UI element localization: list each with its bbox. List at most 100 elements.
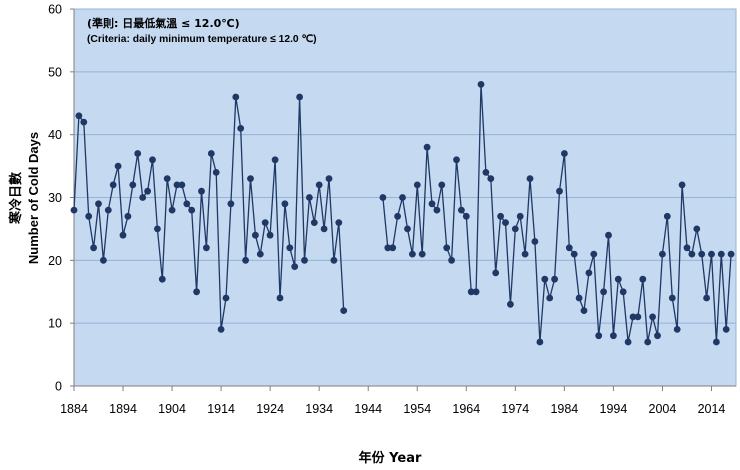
data-point xyxy=(708,250,715,258)
data-point xyxy=(423,143,431,151)
data-point xyxy=(168,206,176,214)
data-point xyxy=(399,194,406,201)
series-line xyxy=(73,96,345,331)
criteria-annotation-english: (Criteria: daily minimum temperature ≤ 1… xyxy=(87,34,317,45)
data-point xyxy=(301,256,308,264)
data-point xyxy=(158,275,166,283)
data-point xyxy=(462,212,470,220)
series-cold-days xyxy=(70,81,735,346)
data-point xyxy=(379,194,387,201)
y-tick-label: 20 xyxy=(48,254,62,268)
data-point xyxy=(629,313,637,321)
y-tick-label: 30 xyxy=(48,191,62,205)
data-point xyxy=(389,244,397,252)
data-point xyxy=(428,200,436,208)
data-point xyxy=(438,181,446,189)
data-point xyxy=(511,225,519,233)
x-tick-label: 1934 xyxy=(305,402,333,416)
data-point xyxy=(565,244,573,252)
data-point xyxy=(109,181,117,189)
data-point xyxy=(683,244,691,252)
data-point xyxy=(188,206,196,214)
x-tick-label: 1974 xyxy=(501,402,529,416)
data-point xyxy=(453,156,460,164)
x-tick-label: 2014 xyxy=(698,402,726,416)
y-axis-ticks: 0 10 20 30 40 50 60 xyxy=(48,3,74,394)
data-point xyxy=(85,212,93,220)
data-point xyxy=(139,194,147,201)
data-point xyxy=(340,307,348,314)
data-point xyxy=(614,275,622,283)
data-point xyxy=(271,156,279,164)
data-point xyxy=(100,256,107,264)
x-tick-label: 1954 xyxy=(403,402,431,416)
data-point xyxy=(668,294,676,302)
x-tick-label: 1894 xyxy=(109,402,137,416)
data-point xyxy=(296,93,303,101)
data-point xyxy=(281,200,289,208)
x-tick-label: 2004 xyxy=(649,402,677,416)
data-point xyxy=(502,219,509,227)
data-point xyxy=(551,275,558,283)
data-point xyxy=(663,212,671,220)
x-tick-label: 1884 xyxy=(60,402,88,416)
data-point xyxy=(507,300,514,308)
data-point xyxy=(536,338,544,346)
data-point xyxy=(124,212,132,220)
data-point xyxy=(114,162,122,170)
data-point xyxy=(242,256,250,264)
data-point xyxy=(418,250,426,258)
data-point xyxy=(467,288,475,296)
data-point xyxy=(70,206,78,214)
data-point xyxy=(154,225,161,233)
data-point xyxy=(634,313,642,321)
criteria-annotation-chinese: (準則: 日最低氣溫 ≤ 12.0℃) xyxy=(87,16,240,30)
data-point xyxy=(492,269,500,277)
data-point xyxy=(227,200,235,208)
data-point xyxy=(722,326,730,333)
data-point xyxy=(163,175,171,183)
x-tick-label: 1994 xyxy=(600,402,628,416)
data-point xyxy=(149,156,156,164)
data-point xyxy=(531,238,539,245)
data-point xyxy=(173,181,181,189)
data-point xyxy=(266,231,274,239)
data-point xyxy=(330,256,338,264)
data-point xyxy=(570,250,578,258)
data-point xyxy=(624,338,632,346)
data-point xyxy=(310,219,318,227)
data-point xyxy=(595,332,603,340)
data-point xyxy=(198,187,205,195)
y-axis-title-chinese: 寒冷日數 xyxy=(8,172,24,225)
data-point xyxy=(458,206,465,214)
data-point xyxy=(404,225,411,233)
data-point xyxy=(472,288,480,296)
data-point xyxy=(217,326,225,333)
data-point xyxy=(713,338,720,346)
data-point xyxy=(203,244,210,252)
data-point xyxy=(433,206,441,214)
data-point xyxy=(325,175,333,183)
data-point xyxy=(315,181,323,189)
data-point xyxy=(119,231,127,239)
y-tick-label: 0 xyxy=(55,380,62,394)
x-axis-title: 年份 Year xyxy=(359,450,422,466)
data-point xyxy=(104,206,112,214)
data-point xyxy=(75,112,83,120)
data-point xyxy=(556,187,563,195)
x-tick-label: 1914 xyxy=(207,402,235,416)
data-point xyxy=(276,294,284,302)
data-point xyxy=(605,231,612,239)
data-point xyxy=(521,250,529,258)
data-point xyxy=(600,288,607,296)
data-point xyxy=(678,181,686,189)
data-point xyxy=(693,225,701,233)
data-point xyxy=(183,200,191,208)
data-point xyxy=(727,250,735,258)
data-point xyxy=(129,181,137,189)
data-point xyxy=(477,81,485,88)
data-point xyxy=(482,169,490,176)
data-point xyxy=(291,263,299,270)
data-point xyxy=(90,244,97,252)
